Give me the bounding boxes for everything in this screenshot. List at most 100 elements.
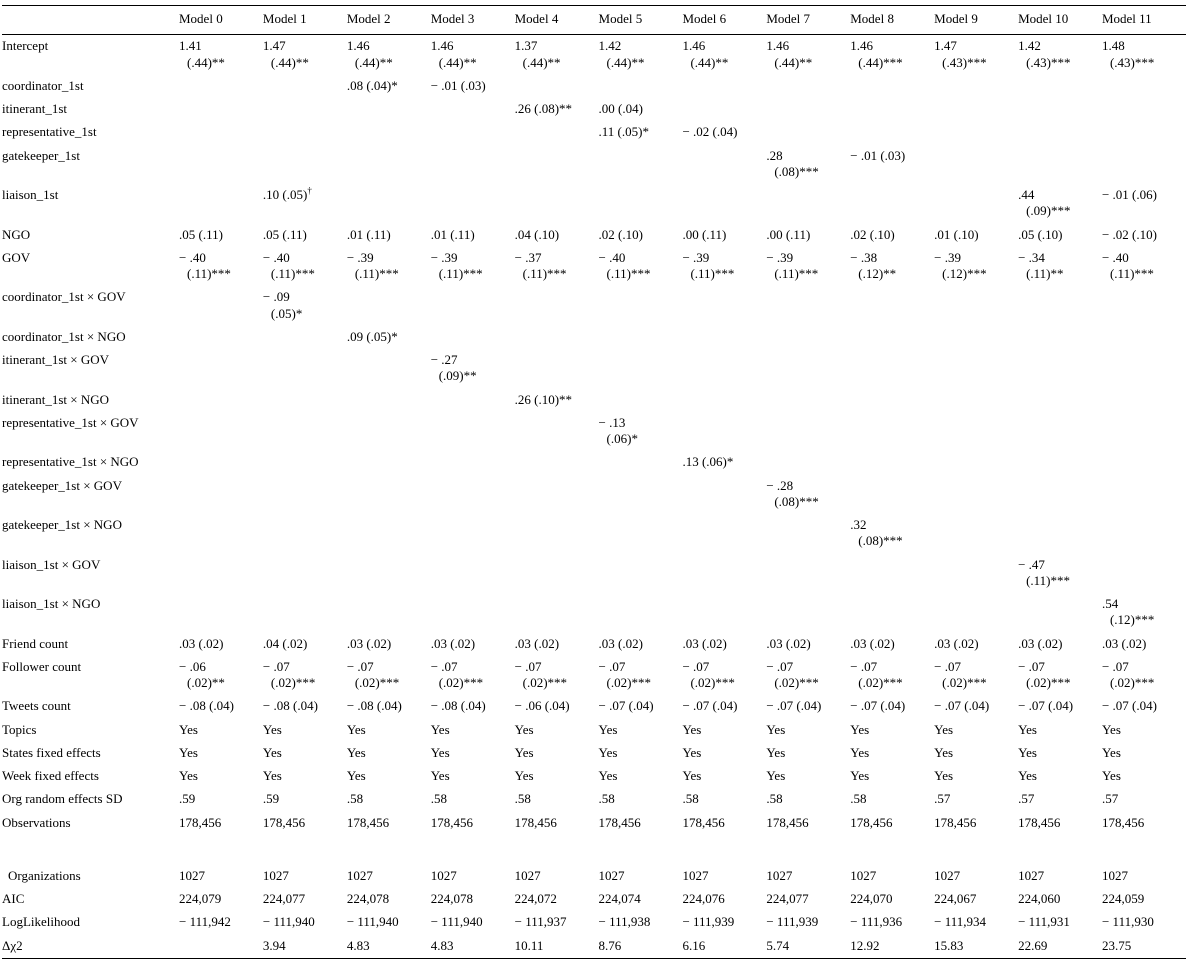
value-cell (263, 75, 347, 98)
table-row: coordinator_1st × GOV − .09 (.05)* (2, 286, 1186, 326)
value-cell (263, 98, 347, 121)
value-cell (431, 514, 515, 554)
value-cell (431, 326, 515, 349)
value-cell (766, 98, 850, 121)
table-row: Tweets count − .08 (.04) − .08 (.04) − .08 … (2, 695, 1186, 718)
row-label: representative_1st (2, 124, 97, 140)
value-cell (850, 349, 934, 389)
column-header-model-7: Model 7 (766, 5, 851, 36)
value-cell (515, 326, 599, 349)
value-cell: Yes (514, 768, 534, 783)
value-cell: Yes (1101, 744, 1121, 760)
column-header-model-8: Model 8 (850, 5, 935, 36)
value-cell: − .39 (.12)*** (934, 249, 987, 281)
row-label-header (2, 5, 179, 36)
column-header-model-1: Model 1 (262, 5, 347, 36)
value-cell (850, 412, 934, 452)
value-cell: .03 (.02) (850, 635, 895, 651)
table-row: itinerant_1st .26 (.08)** .00 (.04) (2, 98, 1186, 121)
value-cell (599, 514, 683, 554)
value-cell: 1.46 (.44)** (682, 38, 729, 70)
value-cell: .01 (.10) (934, 226, 979, 242)
value-cell (347, 412, 431, 452)
value-cell: 1.47 (.43)*** (934, 38, 987, 70)
value-cell: .05 (.11) (262, 226, 307, 242)
value-cell: Yes (934, 744, 954, 760)
value-cell (515, 554, 599, 594)
value-cell: .57 (934, 791, 951, 807)
value-cell (1018, 475, 1102, 515)
value-cell: Yes (850, 768, 870, 783)
value-cell (515, 184, 599, 224)
value-cell: Yes (682, 744, 702, 760)
table-row: NGO .05 (.11) .05 (.11) .01 (.11) .01 (.11).… (2, 224, 1186, 247)
value-cell: 1.46 (.44)*** (850, 38, 903, 70)
value-cell (850, 451, 934, 474)
value-cell: Yes (514, 744, 534, 760)
table-row: coordinator_1st × NGO .09 (.05)* (2, 326, 1186, 349)
value-cell (263, 412, 347, 452)
value-cell: 22.69 (1018, 937, 1048, 953)
value-cell: − .38 (.12)** (850, 249, 897, 281)
value-cell: 178,456 (934, 814, 977, 830)
column-header-model-11: Model 11 (1101, 5, 1186, 36)
value-cell: .03 (.02) (934, 635, 979, 651)
value-cell (431, 121, 515, 144)
table-row: representative_1st × GOV − .13 (.06)* (2, 412, 1186, 452)
value-cell (179, 98, 263, 121)
value-cell (682, 514, 766, 554)
value-cell: 224,074 (598, 891, 641, 906)
column-header-model-3: Model 3 (430, 5, 515, 36)
value-cell: − .07 (.04) (682, 698, 738, 714)
value-cell: 12.92 (850, 937, 880, 953)
value-cell (599, 593, 683, 633)
table-row: LogLikelihood − 111,942 − 111,940 − 111,940… (2, 911, 1186, 934)
column-header-model-9: Model 9 (934, 5, 1019, 36)
value-cell (515, 593, 599, 633)
value-cell: 224,060 (1018, 891, 1061, 906)
value-cell (1102, 286, 1186, 326)
value-cell: − 111,939 (766, 914, 819, 930)
value-cell (263, 326, 347, 349)
value-cell: 224,076 (682, 891, 725, 906)
value-cell: Yes (430, 721, 450, 737)
value-cell: − .01 (.03) (850, 147, 906, 163)
value-cell: − .37 (.11)*** (514, 249, 567, 281)
value-cell (934, 98, 1018, 121)
value-cell: 1027 (514, 867, 541, 883)
value-cell (599, 451, 683, 474)
table-row: States fixed effects Yes Yes Yes Yes Yes Yes Ye… (2, 742, 1186, 765)
value-cell: .04 (.10) (514, 226, 560, 242)
value-cell (1102, 326, 1186, 349)
column-header-model-10: Model 10 (1018, 5, 1102, 36)
value-cell (934, 451, 1018, 474)
value-cell: − .07 (.02)*** (262, 658, 316, 690)
value-cell (766, 554, 850, 594)
value-cell: Yes (598, 721, 618, 737)
value-cell (515, 412, 599, 452)
value-cell: 1027 (1018, 867, 1045, 883)
row-label: coordinator_1st (2, 77, 84, 93)
value-cell: 224,070 (850, 891, 893, 906)
table-row: Week fixed effects Yes Yes Yes Yes Yes Yes Yes Y… (2, 765, 1186, 788)
value-cell: Yes (598, 768, 618, 783)
value-cell: .05 (.11) (179, 226, 223, 242)
value-cell (263, 475, 347, 515)
column-header-model-6: Model 6 (682, 5, 767, 36)
row-label: LogLikelihood (2, 914, 80, 930)
table-row: Topics Yes Yes Yes Yes Yes Yes Yes Yes Yes Yes Yes Y… (2, 719, 1186, 742)
value-cell (682, 286, 766, 326)
value-cell (179, 412, 263, 452)
value-cell (1018, 593, 1102, 633)
value-cell (515, 75, 599, 98)
value-cell (1102, 75, 1186, 98)
value-cell: − 111,931 (1018, 914, 1070, 930)
value-cell (682, 412, 766, 452)
value-cell (347, 121, 431, 144)
value-cell: Yes (1018, 721, 1037, 737)
value-cell (682, 593, 766, 633)
value-cell (1018, 326, 1102, 349)
value-cell (1102, 451, 1186, 474)
value-cell (431, 412, 515, 452)
value-cell: − 111,940 (262, 914, 315, 930)
